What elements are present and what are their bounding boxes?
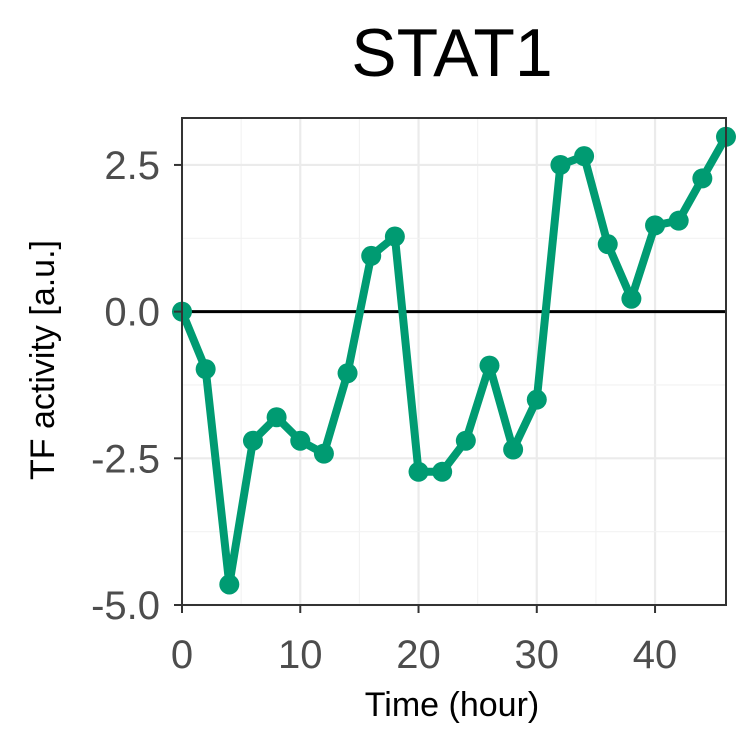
data-point [692,168,713,189]
data-point [526,389,547,410]
data-point [266,407,287,428]
series-group [172,126,736,595]
data-point [384,226,405,247]
data-point [242,430,263,451]
x-axis-title: Time (hour) [365,686,539,724]
x-tick-label: 0 [171,633,193,677]
data-point [550,154,571,175]
x-tick-label: 10 [278,633,323,677]
data-point [313,443,334,464]
data-point [574,146,595,167]
data-point [432,461,453,482]
axes: 0 10 20 30 40 -5.0 -2.5 0.0 2.5 [91,144,677,677]
x-tick-label: 30 [515,633,560,677]
data-point [479,355,500,376]
data-point [455,430,476,451]
y-tick-label: 0.0 [104,291,160,335]
y-tick-label: -2.5 [91,437,160,481]
data-point [408,461,429,482]
x-tick-label: 20 [396,633,441,677]
y-tick-label: -5.0 [91,584,160,628]
data-point [290,430,311,451]
data-point [621,288,642,309]
x-tick-label: 40 [633,633,678,677]
data-point [219,574,240,595]
data-point [668,210,689,231]
y-axis-title: TF activity [a.u.] [24,240,62,480]
data-point [361,245,382,266]
data-point [195,359,216,380]
data-point [337,363,358,384]
grid [180,118,726,607]
data-point [645,215,666,236]
y-tick-label: 2.5 [104,144,160,188]
chart-title: STAT1 [351,15,553,91]
panel-border [181,117,727,606]
series-line [178,134,730,589]
data-point [503,439,524,460]
data-point [597,234,618,255]
